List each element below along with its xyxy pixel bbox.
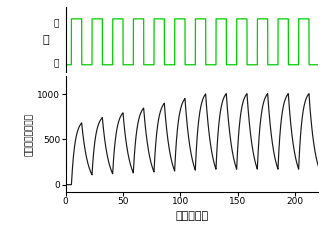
- Y-axis label: 光: 光: [42, 34, 49, 45]
- Y-axis label: 騅動力（毫克力）: 騅動力（毫克力）: [25, 112, 34, 155]
- X-axis label: 時間（秒）: 時間（秒）: [175, 211, 208, 221]
